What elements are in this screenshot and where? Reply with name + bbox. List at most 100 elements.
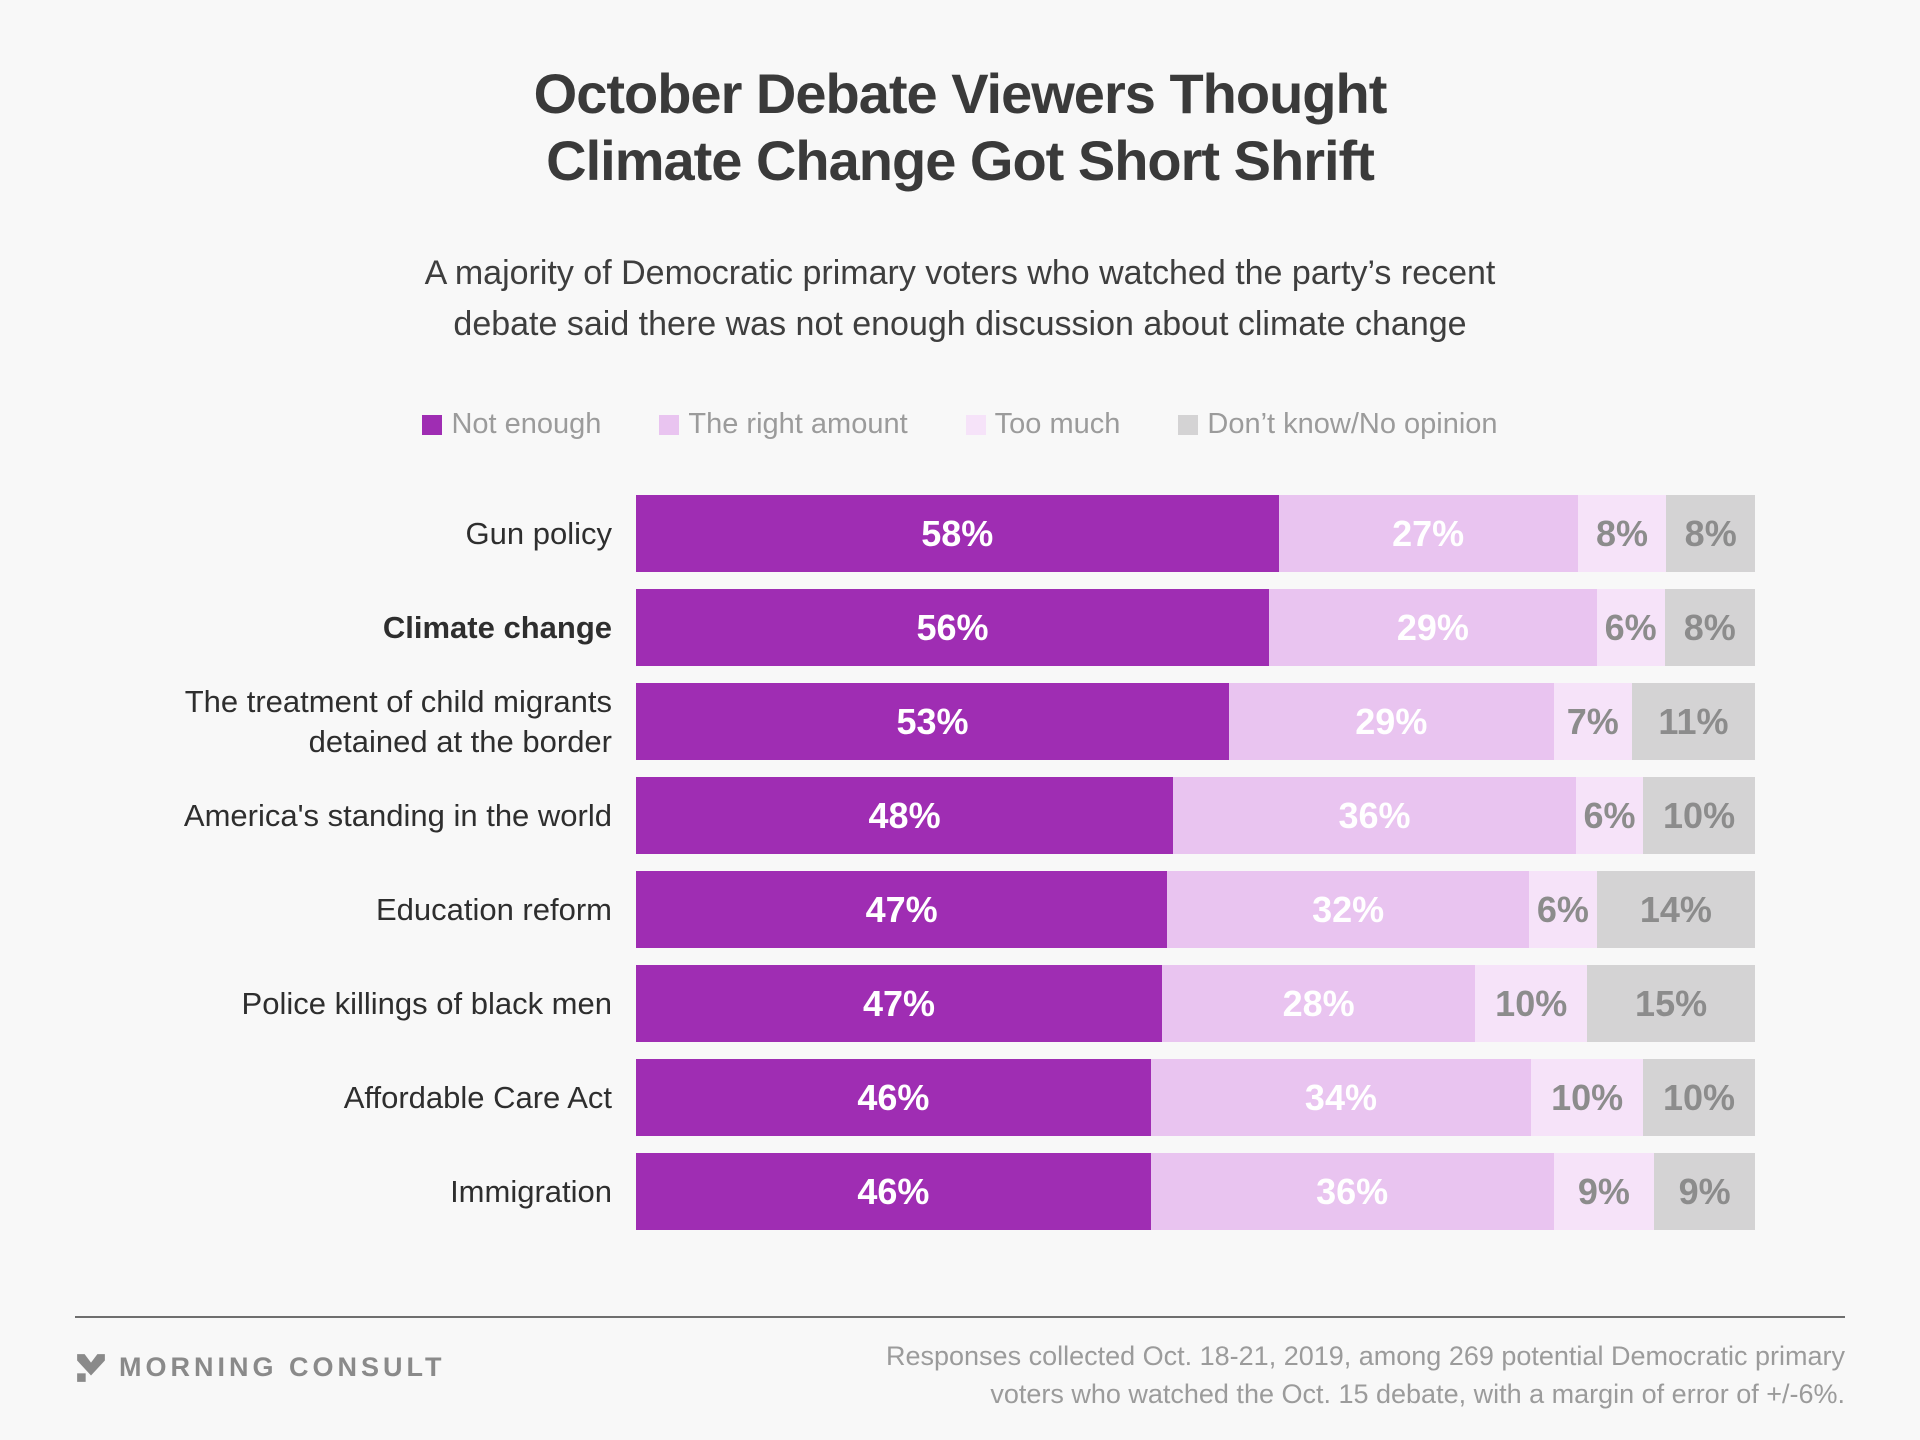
segment-value: 6%: [1583, 794, 1636, 836]
bar-segment-don-t-know-no-opinion: 10%: [1643, 777, 1756, 855]
chart-row: Education reform 47% 32% 6% 14%: [0, 871, 1756, 949]
segment-value: 6%: [1604, 606, 1657, 648]
category-label: The treatment of child migrants detained …: [0, 683, 636, 760]
bar-segment-too-much: 6%: [1596, 589, 1665, 667]
bar-segment-too-much: 6%: [1528, 871, 1597, 949]
footer: MORNING CONSULT Responses collected Oct.…: [75, 1316, 1845, 1414]
segment-value: 28%: [1282, 982, 1355, 1024]
bar-segment-don-t-know-no-opinion: 8%: [1666, 495, 1756, 573]
bar-segment-the-right-amount: 36%: [1150, 1153, 1554, 1231]
chart-row: Gun policy 58% 27% 8% 8%: [0, 495, 1756, 573]
segment-value: 9%: [1678, 1170, 1731, 1212]
bar-segment-don-t-know-no-opinion: 15%: [1587, 965, 1755, 1043]
morning-consult-mark-icon: [77, 1354, 105, 1382]
legend-label: Too much: [994, 408, 1121, 441]
category-label: Climate change: [0, 589, 636, 666]
legend-swatch-icon: [422, 414, 443, 435]
chart-legend: Not enough The right amount Too much Don’t …: [0, 408, 1920, 441]
stacked-bar: 47% 32% 6% 14%: [636, 871, 1756, 949]
segment-value: 56%: [916, 606, 989, 648]
category-label: Gun policy: [0, 495, 636, 572]
segment-value: 8%: [1683, 606, 1736, 648]
bar-segment-too-much: 9%: [1553, 1153, 1655, 1231]
bar-segment-too-much: 10%: [1475, 965, 1588, 1043]
bar-segment-not-enough: 48%: [636, 777, 1174, 855]
bar-segment-don-t-know-no-opinion: 10%: [1643, 1059, 1755, 1137]
bar-segment-don-t-know-no-opinion: 11%: [1631, 683, 1755, 761]
category-label-line: Affordable Care Act: [343, 1080, 612, 1116]
bar-segment-not-enough: 47%: [636, 871, 1168, 949]
chart-row: Climate change 56% 29% 6% 8%: [0, 589, 1755, 667]
segment-value: 29%: [1355, 700, 1428, 742]
category-label: Education reform: [0, 871, 636, 948]
bar-segment-not-enough: 47%: [636, 965, 1162, 1043]
category-label-line: detained at the border: [308, 723, 612, 759]
legend-swatch-icon: [965, 414, 986, 435]
bar-segment-don-t-know-no-opinion: 14%: [1596, 871, 1756, 949]
page-title: October Debate Viewers Thought Climate C…: [0, 0, 1920, 194]
page-subtitle: A majority of Democratic primary voters …: [0, 248, 1920, 350]
bar-segment-not-enough: 46%: [636, 1153, 1151, 1231]
legend-item: The right amount: [659, 408, 908, 441]
segment-value: 10%: [1495, 982, 1568, 1024]
category-label-line: Immigration: [450, 1174, 612, 1210]
legend-label: Don’t know/No opinion: [1207, 408, 1498, 441]
chart-row: America's standing in the world 48% 36% 6% 1…: [0, 777, 1756, 855]
category-label: Affordable Care Act: [0, 1059, 636, 1136]
segment-value: 8%: [1684, 512, 1737, 554]
segment-value: 36%: [1316, 1170, 1389, 1212]
segment-value: 8%: [1596, 512, 1649, 554]
source-note: Responses collected Oct. 18-21, 2019, am…: [886, 1338, 1845, 1414]
stacked-bar: 46% 34% 10% 10%: [636, 1059, 1755, 1137]
segment-value: 15%: [1635, 982, 1708, 1024]
segment-value: 14%: [1639, 888, 1712, 930]
segment-value: 6%: [1536, 888, 1589, 930]
segment-value: 58%: [921, 512, 994, 554]
segment-value: 46%: [857, 1170, 930, 1212]
legend-swatch-icon: [1178, 414, 1199, 435]
bar-segment-the-right-amount: 32%: [1167, 871, 1529, 949]
stacked-bar: 48% 36% 6% 10%: [636, 777, 1756, 855]
segment-value: 9%: [1577, 1170, 1630, 1212]
segment-value: 10%: [1551, 1076, 1624, 1118]
bar-segment-don-t-know-no-opinion: 9%: [1654, 1153, 1755, 1231]
subtitle-line-1: A majority of Democratic primary voters …: [424, 254, 1496, 293]
category-label-line: Education reform: [375, 892, 612, 928]
category-label: America's standing in the world: [0, 777, 636, 854]
segment-value: 47%: [865, 888, 938, 930]
bar-segment-the-right-amount: 29%: [1268, 589, 1597, 667]
bar-segment-too-much: 7%: [1553, 683, 1632, 761]
title-line-2: Climate Change Got Short Shrift: [546, 129, 1375, 193]
bar-segment-not-enough: 46%: [636, 1059, 1151, 1137]
segment-value: 47%: [862, 982, 935, 1024]
segment-value: 46%: [857, 1076, 930, 1118]
chart-row: Immigration 46% 36% 9% 9%: [0, 1153, 1755, 1231]
bar-segment-not-enough: 58%: [636, 495, 1279, 573]
stacked-bar: 56% 29% 6% 8%: [636, 589, 1755, 667]
source-note-line-1: Responses collected Oct. 18-21, 2019, am…: [885, 1341, 1845, 1372]
category-label-line: Gun policy: [465, 516, 612, 552]
bar-segment-not-enough: 56%: [636, 589, 1269, 667]
segment-value: 36%: [1338, 794, 1411, 836]
category-label-line: The treatment of child migrants: [184, 684, 612, 720]
stacked-bar: 47% 28% 10% 15%: [636, 965, 1755, 1043]
bar-segment-don-t-know-no-opinion: 8%: [1664, 589, 1755, 667]
segment-value: 27%: [1392, 512, 1465, 554]
legend-item: Don’t know/No opinion: [1178, 408, 1498, 441]
brand-name: MORNING CONSULT: [119, 1352, 446, 1383]
bar-segment-too-much: 6%: [1575, 777, 1644, 855]
chart-row: Police killings of black men 47% 28% 10% 15%: [0, 965, 1755, 1043]
stacked-bar: 58% 27% 8% 8%: [636, 495, 1756, 573]
bar-segment-the-right-amount: 27%: [1278, 495, 1578, 573]
source-note-line-2: voters who watched the Oct. 15 debate, w…: [990, 1379, 1845, 1410]
segment-value: 10%: [1663, 1076, 1736, 1118]
bar-segment-the-right-amount: 34%: [1150, 1059, 1532, 1137]
chart-row: Affordable Care Act 46% 34% 10% 10%: [0, 1059, 1755, 1137]
segment-value: 10%: [1663, 794, 1736, 836]
category-label: Police killings of black men: [0, 965, 636, 1042]
legend-label: Not enough: [451, 408, 602, 441]
bar-segment-too-much: 10%: [1531, 1059, 1644, 1137]
category-label-line: America's standing in the world: [183, 798, 612, 834]
segment-value: 48%: [868, 794, 941, 836]
